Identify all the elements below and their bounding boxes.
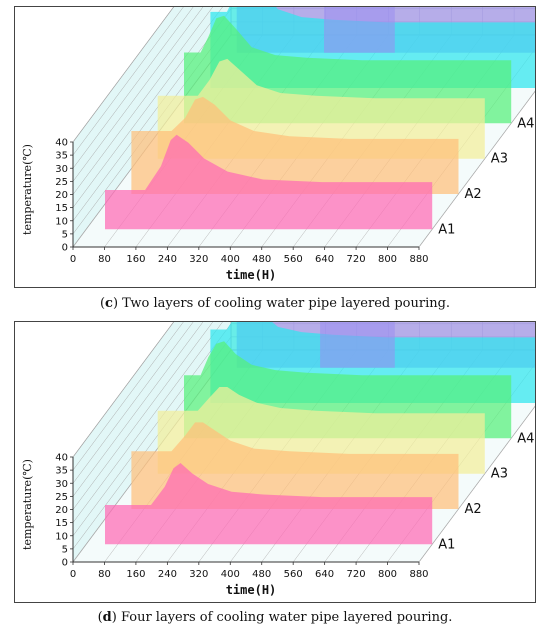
chart-panel-d: A6A5A4A3A2A10801602403204004805606407208…: [14, 321, 536, 603]
grid-line-x: [418, 90, 535, 248]
chart-svg-c: A6A5A4A3A2A10801602403204004805606407208…: [21, 7, 535, 282]
grid-line-y: [72, 7, 174, 143]
grid-line-y: [72, 7, 204, 182]
y-tick-label: 40: [55, 138, 68, 149]
y-tick-label: 30: [55, 164, 68, 175]
x-tick-label: 320: [189, 254, 208, 265]
x-tick-label: 800: [378, 569, 397, 580]
y-axis-label: temperature(℃): [21, 459, 34, 550]
x-tick-label: 560: [284, 569, 303, 580]
y-tick-label: 15: [55, 518, 68, 529]
x-tick-label: 640: [315, 254, 334, 265]
y-tick-label: 0: [62, 243, 68, 254]
y-tick-label: 35: [55, 466, 68, 477]
y-axis-label: temperature(℃): [21, 144, 34, 235]
grid-line-x: [418, 405, 535, 563]
y-tick-label: 10: [55, 216, 68, 227]
series-label-a3: A3: [491, 467, 508, 482]
x-tick-label: 400: [221, 254, 240, 265]
x-tick-label: 720: [347, 254, 366, 265]
x-axis-label: time(H): [226, 268, 277, 282]
x-tick-label: 480: [252, 569, 271, 580]
x-tick-label: 800: [378, 254, 397, 265]
y-tick-label: 25: [55, 177, 68, 188]
x-tick-label: 640: [315, 569, 334, 580]
series-label-a4: A4: [517, 431, 534, 446]
series-label-a1: A1: [438, 537, 455, 552]
x-tick-label: 560: [284, 254, 303, 265]
caption-d-text: Four layers of cooling water pipe layere…: [120, 610, 453, 625]
grid-line-y: [72, 7, 194, 169]
x-tick-label: 320: [189, 569, 208, 580]
grid-line-y: [72, 322, 214, 510]
grid-line-y: [72, 7, 214, 195]
y-tick-label: 25: [55, 492, 68, 503]
x-tick-label: 240: [158, 254, 177, 265]
grid-line-y: [72, 322, 204, 497]
x-tick-label: 400: [221, 569, 240, 580]
series-label-a3: A3: [491, 152, 508, 167]
y-tick-label: 20: [55, 190, 68, 201]
y-tick-label: 40: [55, 453, 68, 464]
y-tick-label: 10: [55, 531, 68, 542]
chart-panel-c: A6A5A4A3A2A10801602403204004805606407208…: [14, 6, 536, 288]
x-tick-label: 240: [158, 569, 177, 580]
caption-c-label: c: [105, 296, 113, 311]
series-label-a4: A4: [517, 116, 534, 131]
y-tick-label: 0: [62, 558, 68, 569]
series-label-a2: A2: [465, 187, 482, 202]
series-label-a2: A2: [465, 502, 482, 517]
y-tick-label: 5: [62, 544, 68, 555]
y-tick-label: 35: [55, 151, 68, 162]
series-area-a1: [105, 463, 433, 545]
series-label-a1: A1: [438, 222, 455, 237]
x-tick-label: 480: [252, 254, 271, 265]
x-tick-label: 880: [409, 569, 428, 580]
x-axis-label: time(H): [226, 583, 277, 597]
series-area-a1: [105, 134, 433, 230]
x-tick-label: 80: [98, 569, 111, 580]
y-tick-label: 30: [55, 479, 68, 490]
chart-svg-d: A6A5A4A3A2A10801602403204004805606407208…: [21, 322, 535, 597]
x-tick-label: 0: [70, 254, 76, 265]
secondary-peak-a6: [320, 322, 395, 368]
grid-line-y: [72, 322, 174, 458]
x-tick-label: 80: [98, 254, 111, 265]
grid-line-y: [72, 322, 223, 523]
x-tick-label: 720: [347, 569, 366, 580]
x-tick-label: 160: [126, 254, 145, 265]
grid-line-y: [72, 7, 184, 156]
caption-d: (d) Four layers of cooling water pipe la…: [97, 610, 453, 625]
caption-d-label: d: [102, 610, 112, 625]
x-tick-label: 880: [409, 254, 428, 265]
grid-line-y: [72, 322, 184, 471]
x-tick-label: 0: [70, 569, 76, 580]
caption-c: (c) Two layers of cooling water pipe lay…: [99, 296, 451, 311]
y-tick-label: 15: [55, 203, 68, 214]
secondary-peak-a6: [324, 7, 395, 53]
y-tick-label: 20: [55, 505, 68, 516]
x-tick-label: 160: [126, 569, 145, 580]
grid-line-y: [72, 322, 194, 484]
caption-c-text: Two layers of cooling water pipe layered…: [122, 296, 451, 311]
y-tick-label: 5: [62, 229, 68, 240]
grid-line-y: [72, 7, 223, 208]
